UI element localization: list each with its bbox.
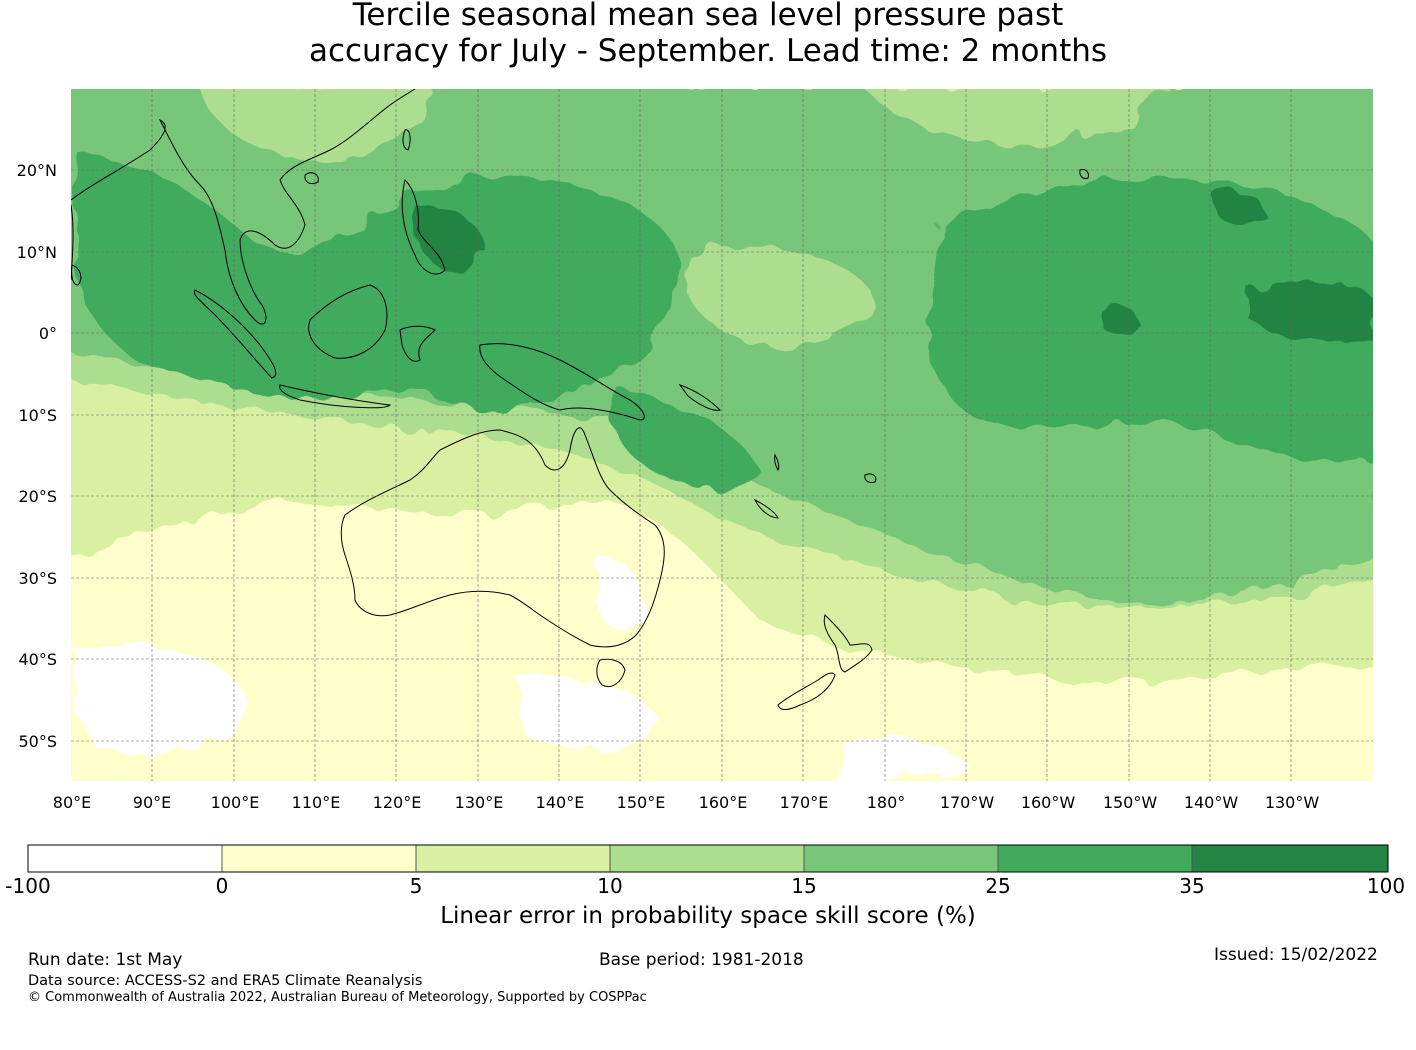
gridlines	[71, 89, 1373, 781]
coast-australia	[340, 427, 665, 648]
run-date: Run date: 1st May	[28, 950, 183, 970]
coast-nz-south	[777, 672, 836, 710]
coast-asia-mainland	[71, 89, 416, 325]
lon-label-170e: 170°E	[780, 793, 829, 812]
field-band-top-2	[1250, 281, 1373, 342]
colorbar-label: Linear error in probability space skill …	[440, 903, 976, 929]
coast-borneo	[308, 284, 388, 359]
lat-label-50s: 50°S	[18, 732, 57, 751]
lat-label-10s: 10°S	[18, 406, 57, 425]
field-band-high-west	[75, 150, 681, 412]
coast-taiwan	[402, 129, 411, 151]
field-band-top-4	[1215, 191, 1265, 224]
lon-labels: 80°E 90°E 100°E 110°E 120°E 130°E 140°E …	[53, 793, 1320, 812]
lon-label-120e: 120°E	[373, 793, 422, 812]
colorbar-tick-7: 100	[1367, 874, 1405, 898]
field-band-high-east	[927, 177, 1373, 463]
colorbar-frame	[27, 844, 1389, 873]
coast-sulawesi	[399, 325, 436, 362]
lon-label-130e: 130°E	[455, 793, 504, 812]
lat-labels: 20°N 10°N 0° 10°S 20°S 30°S 40°S 50°S	[17, 161, 57, 751]
field-band-top-3	[1100, 305, 1140, 333]
lon-label-160w: 160°W	[1021, 793, 1076, 812]
field-white-3	[520, 677, 660, 752]
coast-sumatra	[193, 289, 277, 379]
lon-label-170w: 170°W	[940, 793, 995, 812]
title-line-2: accuracy for July - September. Lead time…	[308, 33, 1108, 69]
colorbar-segment-4	[804, 845, 998, 872]
title-line-1: Tercile seasonal mean sea level pressure…	[352, 0, 1064, 33]
lat-label-20n: 20°N	[17, 161, 57, 180]
lon-label-160e: 160°E	[699, 793, 748, 812]
lon-label-150w: 150°W	[1103, 793, 1158, 812]
skill-field	[71, 89, 1373, 781]
field-pale-pocket	[685, 246, 871, 347]
issued-date: Issued: 15/02/2022	[1214, 945, 1378, 965]
colorbar-segment-5	[998, 845, 1192, 872]
coast-hainan	[304, 172, 319, 185]
coast-hawaii	[1079, 169, 1089, 179]
lon-label-80e: 80°E	[53, 793, 91, 812]
field-white-4	[840, 736, 970, 781]
colorbar-segment-6	[1192, 845, 1388, 872]
lon-label-100e: 100°E	[211, 793, 260, 812]
field-white-1	[595, 559, 643, 631]
coast-nz-north	[823, 614, 873, 673]
coast-fiji	[864, 473, 877, 483]
lon-label-140e: 140°E	[536, 793, 585, 812]
copyright: © Commonwealth of Australia 2022, Austra…	[28, 990, 647, 1005]
coast-solomon	[678, 384, 721, 411]
coast-new-caledonia	[753, 498, 779, 519]
lon-label-150e: 150°E	[617, 793, 666, 812]
field-white-2	[71, 643, 251, 753]
colorbar-tick-5: 25	[985, 874, 1010, 898]
data-source: Data source: ACCESS-S2 and ERA5 Climate …	[28, 973, 423, 989]
colorbar-tick-6: 35	[1179, 874, 1204, 898]
colorbar-tick-4: 15	[791, 874, 816, 898]
lon-label-90e: 90°E	[133, 793, 171, 812]
coast-vanuatu	[774, 453, 780, 471]
lat-label-20s: 20°S	[18, 487, 57, 506]
lat-label-40s: 40°S	[18, 650, 57, 669]
colorbar-tick-1: 0	[216, 874, 229, 898]
colorbar-segment-1	[222, 845, 416, 872]
lat-label-10n: 10°N	[17, 243, 57, 262]
lat-label-0: 0°	[39, 324, 57, 343]
base-period: Base period: 1981-2018	[599, 950, 804, 970]
colorbar-tick-2: 5	[410, 874, 423, 898]
colorbar-tick-0: -100	[5, 874, 50, 898]
colorbar-tick-3: 10	[597, 874, 622, 898]
coast-philippines	[401, 179, 446, 275]
field-band-top-1	[415, 207, 485, 269]
lon-label-180: 180°	[867, 793, 906, 812]
lon-label-140w: 140°W	[1184, 793, 1239, 812]
lon-label-130w: 130°W	[1265, 793, 1320, 812]
colorbar-segment-0	[28, 845, 222, 872]
coast-java	[279, 384, 392, 409]
colorbar-segment-3	[610, 845, 804, 872]
coast-tasmania	[596, 658, 626, 687]
field-band-pale-south	[71, 496, 1373, 781]
lat-label-30s: 30°S	[18, 569, 57, 588]
map-title: Tercile seasonal mean sea level pressure…	[0, 0, 1416, 69]
coast-sri-lanka	[71, 264, 82, 286]
lon-label-110e: 110°E	[292, 793, 341, 812]
colorbar-segment-2	[416, 845, 610, 872]
colorbar: -100 0 5 10 15 25 35 100	[5, 844, 1405, 898]
